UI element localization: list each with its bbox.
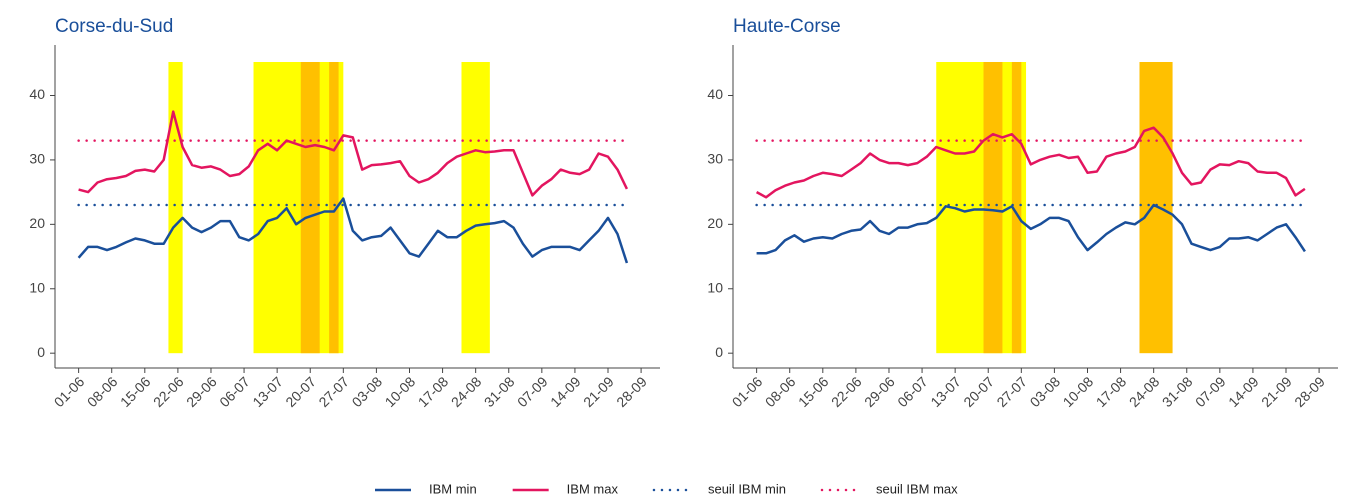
y-tick-label: 30 [29, 151, 45, 167]
y-tick-label: 0 [715, 344, 723, 360]
x-tick-label: 08-06 [84, 373, 121, 410]
y-tick-label: 20 [29, 215, 45, 231]
x-tick-label: 21-09 [1258, 373, 1295, 410]
x-tick-label: 14-09 [547, 373, 584, 410]
x-tick-label: 06-07 [216, 373, 253, 410]
alert-band [461, 62, 490, 354]
x-tick-label: 24-08 [448, 373, 485, 410]
y-tick-label: 40 [707, 86, 723, 102]
x-tick-label: 31-08 [1159, 373, 1196, 410]
x-tick-label: 15-06 [117, 373, 154, 410]
x-tick-label: 22-06 [150, 373, 187, 410]
y-tick-label: 10 [29, 279, 45, 295]
panel-title: Haute-Corse [733, 16, 841, 37]
alert-band [983, 62, 1003, 354]
x-tick-label: 29-06 [861, 373, 898, 410]
x-tick-label: 22-06 [828, 373, 865, 410]
x-tick-label: 06-07 [894, 373, 931, 410]
legend-label: IBM max [567, 481, 619, 496]
x-tick-label: 27-07 [993, 373, 1030, 410]
x-tick-label: 17-08 [415, 373, 452, 410]
alert-band [1011, 62, 1022, 354]
legend-label: seuil IBM min [708, 481, 786, 496]
x-tick-label: 13-07 [927, 373, 964, 410]
x-tick-label: 27-07 [315, 373, 352, 410]
legend: IBM min IBM max seuil IBM min seuil IBM max [375, 481, 958, 496]
x-tick-label: 14-09 [1225, 373, 1262, 410]
x-tick-label: 10-08 [382, 373, 419, 410]
panel: Corse-du-Sud 0 10 20 30 40 01-0608-0615-0622-0… [29, 16, 660, 410]
alert-band [168, 62, 183, 354]
y-tick-label: 20 [707, 215, 723, 231]
x-tick-label: 07-09 [514, 373, 551, 410]
y-tick-label: 40 [29, 86, 45, 102]
x-tick-label: 20-07 [960, 373, 997, 410]
series-line [755, 126, 1306, 199]
x-tick-label: 28-09 [1291, 373, 1328, 410]
legend-label: IBM min [429, 481, 477, 496]
x-tick-label: 07-09 [1192, 373, 1229, 410]
alert-band [1139, 62, 1173, 354]
legend-label: seuil IBM max [876, 481, 958, 496]
series-line [78, 110, 629, 197]
x-tick-label: 13-07 [249, 373, 286, 410]
x-tick-label: 03-08 [349, 373, 386, 410]
x-tick-label: 08-06 [762, 373, 799, 410]
x-tick-label: 03-08 [1027, 373, 1064, 410]
x-tick-label: 24-08 [1126, 373, 1163, 410]
x-tick-label: 20-07 [282, 373, 319, 410]
x-tick-label: 10-08 [1060, 373, 1097, 410]
x-tick-label: 29-06 [183, 373, 220, 410]
panel-title: Corse-du-Sud [55, 16, 173, 37]
y-tick-label: 30 [707, 151, 723, 167]
x-tick-label: 01-06 [729, 373, 766, 410]
x-tick-label: 28-09 [613, 373, 650, 410]
series-line [77, 197, 629, 264]
x-tick-label: 17-08 [1093, 373, 1130, 410]
y-tick-label: 0 [37, 344, 45, 360]
alert-band [253, 62, 344, 354]
x-tick-label: 21-09 [580, 373, 617, 410]
series-line [756, 203, 1306, 255]
y-tick-label: 10 [707, 279, 723, 295]
alert-band [300, 62, 320, 354]
alert-band [329, 62, 339, 354]
x-tick-label: 01-06 [51, 373, 88, 410]
x-tick-label: 15-06 [795, 373, 832, 410]
panel: Haute-Corse 0 10 20 30 40 01-0608-0615-0622-06… [707, 16, 1338, 410]
x-tick-label: 31-08 [481, 373, 518, 410]
